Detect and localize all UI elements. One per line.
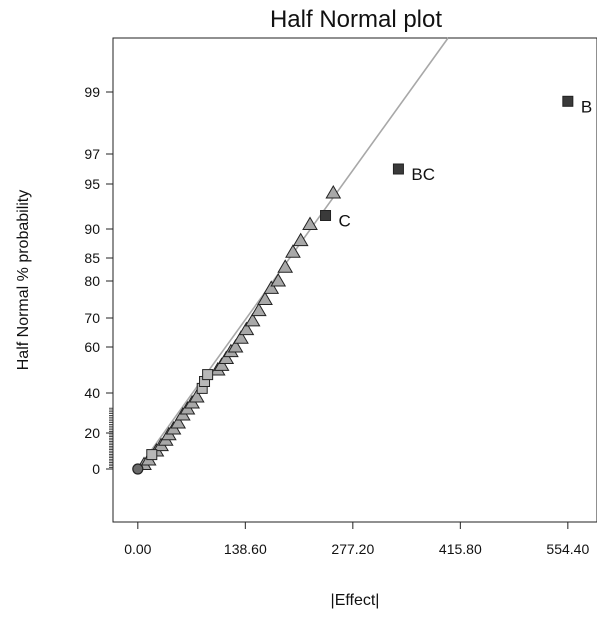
- chart-title: Half Normal plot: [270, 6, 442, 33]
- y-tick-label: 99: [84, 84, 100, 100]
- y-tick-label: 40: [84, 385, 100, 401]
- y-axis-label: Half Normal % probability: [15, 190, 32, 371]
- triangle-point: [285, 244, 301, 258]
- plot-area: [112, 37, 597, 523]
- triangle-point: [325, 185, 342, 199]
- point-label: BC: [411, 165, 435, 184]
- data-points: C BC B: [132, 95, 592, 475]
- triangle-point: [292, 232, 309, 247]
- triangle-point: [257, 291, 273, 305]
- x-tick-label: 415.80: [439, 541, 482, 557]
- point-label: B: [581, 97, 592, 116]
- square-point: [320, 210, 332, 221]
- y-tick-label: 80: [84, 273, 100, 289]
- x-tick-label: 138.60: [224, 541, 267, 557]
- point-label: C: [339, 212, 351, 231]
- y-tick-label: 70: [84, 310, 100, 326]
- triangle-point: [263, 280, 280, 294]
- y-tick-label: 85: [84, 250, 100, 266]
- triangle-point: [250, 302, 267, 317]
- triangle-point: [270, 273, 287, 287]
- y-axis: 0 20 40 60 70 80 85 90 95 97 99: [84, 84, 113, 477]
- square-point: [562, 95, 574, 107]
- triangle-point: [227, 339, 244, 353]
- x-tick-label: 277.20: [331, 541, 374, 557]
- x-axis: 0.00 138.60 277.20 415.80 554.40: [124, 522, 589, 557]
- square-point: [392, 163, 404, 175]
- y-tick-label: 60: [84, 339, 100, 355]
- y-tick-label: 90: [84, 221, 100, 237]
- triangle-point: [238, 321, 255, 336]
- triangle-point: [277, 259, 294, 273]
- y-tick-label: 95: [84, 176, 100, 192]
- x-axis-label: |Effect|: [331, 592, 380, 609]
- triangle-point: [170, 415, 187, 429]
- triangle-point: [233, 330, 249, 344]
- triangle-point: [218, 350, 235, 364]
- triangle-point: [213, 357, 230, 371]
- y-tick-label: 20: [84, 425, 100, 441]
- triangle-point: [302, 216, 318, 230]
- triangle-point: [244, 312, 261, 327]
- square-point: [146, 449, 158, 461]
- y-tick-label: 0: [92, 461, 100, 477]
- x-tick-label: 554.40: [546, 541, 589, 557]
- square-point: [202, 369, 214, 381]
- triangle-point: [188, 389, 205, 403]
- circle-point: [132, 463, 144, 475]
- y-tick-label: 97: [84, 146, 100, 162]
- x-tick-label: 0.00: [124, 541, 151, 557]
